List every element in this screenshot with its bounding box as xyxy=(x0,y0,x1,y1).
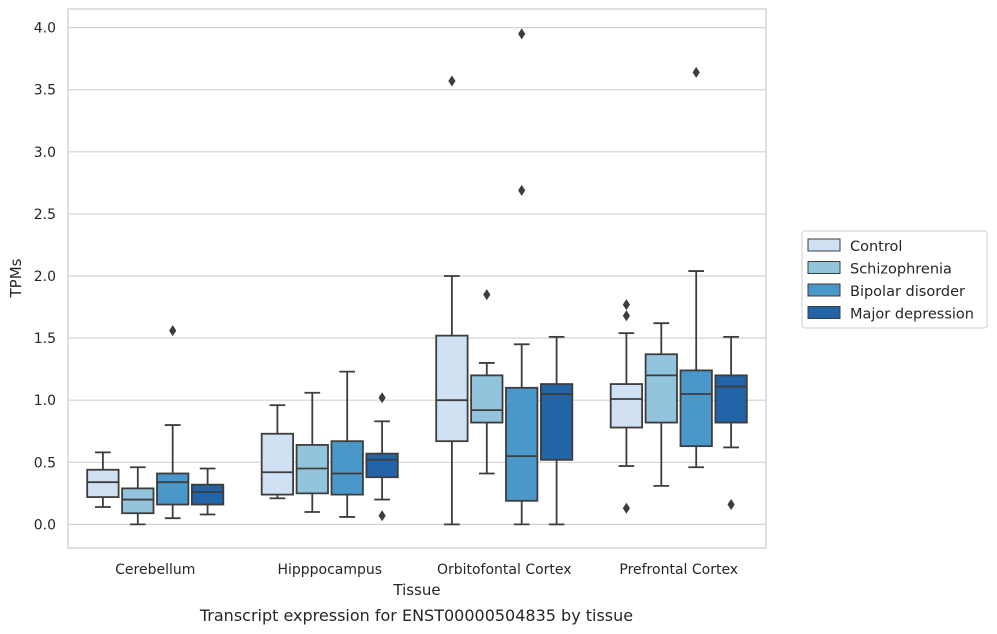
y-tick-label: 4.0 xyxy=(34,21,56,37)
y-tick-label: 3.5 xyxy=(34,83,56,99)
outlier-marker xyxy=(378,392,386,404)
box xyxy=(156,325,190,520)
x-tick-labels: Cerebellum Hipppocampus Orbitofontal Corte… xyxy=(115,562,738,578)
box xyxy=(365,392,399,522)
legend-swatch xyxy=(807,306,841,319)
box-iqr xyxy=(505,386,539,502)
y-tick-labels: 0.0 0.5 1.0 1.5 2.0 2.5 3.0 3.5 4.0 xyxy=(34,21,56,534)
legend-entry: Bipolar disorder xyxy=(850,284,965,300)
y-tick-label: 2.0 xyxy=(34,269,56,285)
box xyxy=(260,404,295,500)
box xyxy=(539,335,574,526)
box-iqr xyxy=(679,369,713,448)
legend: Control Schizophrenia Bipolar disorder Majo… xyxy=(801,230,988,329)
legend-entry: Schizophrenia xyxy=(850,262,952,278)
box-iqr xyxy=(365,452,399,479)
y-tick-label: 2.5 xyxy=(34,207,56,223)
box-iqr xyxy=(644,353,678,424)
box xyxy=(609,299,644,514)
box xyxy=(714,335,748,511)
y-tick-label: 1.0 xyxy=(34,393,56,409)
box xyxy=(330,370,364,518)
legend-swatch xyxy=(807,283,841,297)
chart-caption: Transcript expression for ENST0000050483… xyxy=(199,606,634,625)
box-iqr xyxy=(435,334,469,443)
x-axis-label: Tissue xyxy=(392,581,440,599)
x-tick-label: Cerebellum xyxy=(115,562,195,578)
box xyxy=(679,66,713,469)
box xyxy=(435,75,469,526)
box-iqr xyxy=(330,440,364,496)
box xyxy=(86,451,120,508)
legend-swatch xyxy=(807,238,841,252)
outlier-marker xyxy=(692,66,700,78)
y-axis-label: TPMs xyxy=(7,258,25,298)
box-iqr xyxy=(539,383,574,461)
y-tick-label: 0.5 xyxy=(34,455,56,471)
outlier-marker xyxy=(448,75,456,87)
box xyxy=(644,322,678,487)
x-tick-label: Prefrontal Cortex xyxy=(619,562,738,578)
outlier-marker xyxy=(622,310,630,322)
legend-frame xyxy=(801,230,988,329)
box-iqr xyxy=(121,487,155,515)
plot-frame xyxy=(67,8,767,549)
outlier-marker xyxy=(483,289,491,301)
y-tick-label: 3.0 xyxy=(34,145,56,161)
x-tick-label: Orbitofontal Cortex xyxy=(437,562,572,578)
outlier-marker xyxy=(518,28,526,40)
grid-lines xyxy=(68,27,766,526)
y-tick-label: 0.0 xyxy=(34,517,56,533)
box-iqr xyxy=(86,468,120,498)
box xyxy=(190,467,225,516)
box xyxy=(121,466,155,526)
box-groups xyxy=(86,28,748,526)
box xyxy=(295,391,329,513)
box-iqr xyxy=(260,432,295,496)
box-iqr xyxy=(609,383,644,429)
x-tick-label: Hipppocampus xyxy=(277,562,382,578)
box-iqr xyxy=(156,472,190,506)
outlier-marker xyxy=(622,299,630,311)
box xyxy=(505,28,539,526)
outlier-marker xyxy=(727,499,735,511)
outlier-marker xyxy=(518,184,526,196)
box-iqr xyxy=(470,374,504,424)
outlier-marker xyxy=(622,502,630,514)
legend-entry: Control xyxy=(850,239,902,255)
outlier-marker xyxy=(169,325,177,337)
outlier-marker xyxy=(378,510,386,522)
y-tick-label: 1.5 xyxy=(34,331,56,347)
box-iqr xyxy=(190,483,225,506)
box-iqr xyxy=(714,374,748,424)
legend-swatch xyxy=(807,261,841,274)
box xyxy=(470,289,504,475)
legend-entry: Major depression xyxy=(850,307,974,323)
